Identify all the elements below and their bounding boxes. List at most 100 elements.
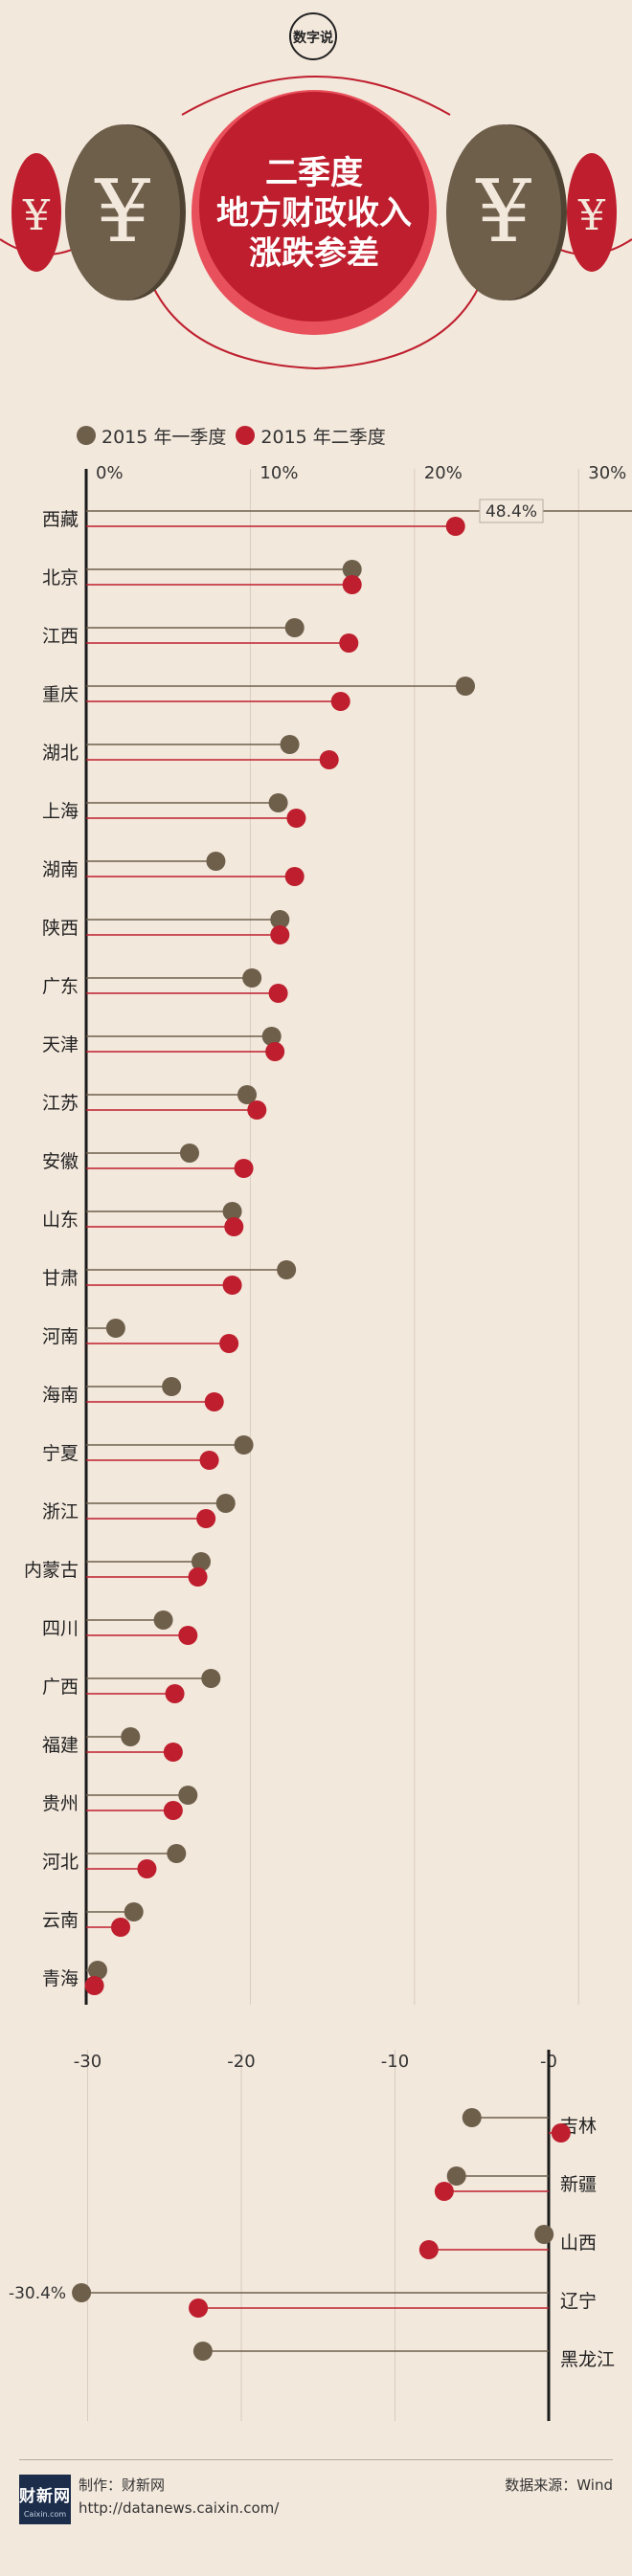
category-label: 河北 (42, 1852, 79, 1873)
footer: 财新网 Caixin.com 制作：财新网 http://datanews.ca… (0, 2459, 632, 2576)
q1-point (192, 2342, 213, 2361)
category-label: 江苏 (42, 1093, 79, 1114)
x-tick-label: 20% (424, 463, 463, 483)
q2-point (189, 2298, 209, 2318)
data-source: 数据来源：Wind (505, 2476, 613, 2494)
q1-value-label-group: 48.4% (479, 499, 544, 523)
q2-point (84, 1976, 104, 1995)
category-label: 山东 (42, 1210, 79, 1231)
category-label: 新疆 (560, 2174, 597, 2195)
legend-label-q2: 2015 年二季度 (260, 426, 386, 448)
coin-small-left (11, 153, 61, 272)
q1-point (121, 1727, 141, 1746)
category-label: 青海 (42, 1968, 79, 1989)
q1-point (456, 677, 475, 696)
x-tick-label: -30 (74, 2052, 102, 2072)
category-label: 山西 (560, 2232, 597, 2254)
q2-point (319, 750, 339, 769)
coin-large-left (65, 124, 180, 300)
x-tick-label: -10 (381, 2052, 409, 2072)
q1-point (284, 618, 305, 637)
q1-point (446, 2166, 466, 2186)
category-label: 内蒙古 (24, 1560, 79, 1581)
category-label: 西藏 (42, 509, 79, 530)
category-label: 海南 (42, 1385, 79, 1406)
q2-point (445, 517, 465, 536)
decor-arc-top (181, 76, 451, 116)
q2-point (247, 1100, 267, 1120)
x-tick-label: 10% (260, 463, 298, 483)
badge-circle (289, 12, 337, 60)
q2-point (165, 1684, 185, 1703)
q2-point (163, 1801, 183, 1820)
q1-point (462, 2108, 482, 2127)
q1-point (201, 1669, 221, 1688)
category-label: 天津 (42, 1034, 79, 1055)
q1-value-label: 48.4% (485, 502, 537, 522)
source-url-link[interactable]: http://datanews.caixin.com/ (79, 2499, 280, 2517)
category-label: 上海 (42, 801, 79, 822)
category-label: 浙江 (42, 1501, 79, 1522)
q1-point (342, 560, 362, 579)
q1-point (153, 1610, 173, 1630)
category-label: 辽宁 (560, 2291, 597, 2312)
title-circle (199, 92, 429, 322)
q2-point (178, 1626, 198, 1645)
category-label: 北京 (42, 567, 79, 588)
decor-arc-lower (152, 286, 480, 370)
category-label: 甘肃 (42, 1268, 79, 1289)
q2-point (270, 925, 290, 944)
q1-point (215, 1494, 236, 1513)
category-label: 陕西 (42, 918, 79, 939)
legend-label-q1: 2015 年一季度 (102, 426, 227, 448)
q1-value-label-box (479, 499, 544, 523)
q2-point (418, 2240, 439, 2259)
header-illustration: 数字说 ¥ ¥ ¥ ¥ 二季度 地方财政收入 涨跌参差 (0, 12, 632, 370)
category-label: 宁夏 (42, 1443, 79, 1464)
q1-point (222, 1202, 242, 1221)
q2-point (222, 1276, 242, 1295)
category-label: 广东 (42, 976, 79, 997)
q1-point (124, 1902, 144, 1921)
q1-point (72, 2283, 92, 2302)
q1-point (105, 1319, 125, 1338)
category-label: 湖北 (42, 743, 79, 764)
caixin-logo: 财新网 Caixin.com (19, 2475, 71, 2524)
title-line-2: 地方财政收入 (216, 194, 412, 233)
maker-credit: 制作：财新网 (79, 2476, 166, 2494)
q1-value-label: -30.4% (9, 2284, 66, 2303)
x-tick-label: 30% (588, 463, 626, 483)
q2-point (188, 1567, 208, 1587)
footer-divider (19, 2459, 613, 2460)
category-label: 安徽 (42, 1151, 79, 1172)
coin-yuan-icon: ¥ (475, 162, 531, 262)
q2-point (199, 1451, 219, 1470)
q2-point (204, 1392, 224, 1411)
positive-growth-chart: 0% 10% 20% 30% 西藏 48.4% 北京江西重庆湖北上海湖南陕西广东天津江苏安徽… (24, 463, 632, 2005)
coin-small-right (567, 153, 617, 272)
q1-point (178, 1786, 198, 1805)
q2-point (224, 1217, 244, 1236)
logo-main-text: 财新网 (19, 2487, 71, 2506)
q2-point (286, 809, 306, 828)
q2-point (163, 1743, 183, 1762)
q1-point (280, 735, 300, 754)
q1-point (270, 910, 290, 929)
coin-yuan-icon: ¥ (577, 191, 606, 240)
coin-large-right (446, 124, 561, 300)
category-label: 福建 (42, 1735, 79, 1756)
legend-swatch-q1 (77, 426, 96, 445)
q2-point (219, 1334, 239, 1353)
q1-point (261, 1027, 282, 1046)
logo-sub-text: Caixin.com (23, 2510, 67, 2519)
q1-point (534, 2225, 554, 2244)
q1-point (277, 1260, 297, 1279)
q1-point (180, 1144, 199, 1163)
q1-point (237, 1085, 257, 1104)
q1-point (268, 793, 288, 812)
q2-point (137, 1859, 157, 1878)
badge-text: 数字说 (293, 30, 333, 46)
q2-point (234, 1159, 254, 1178)
q2-point (551, 2123, 571, 2143)
